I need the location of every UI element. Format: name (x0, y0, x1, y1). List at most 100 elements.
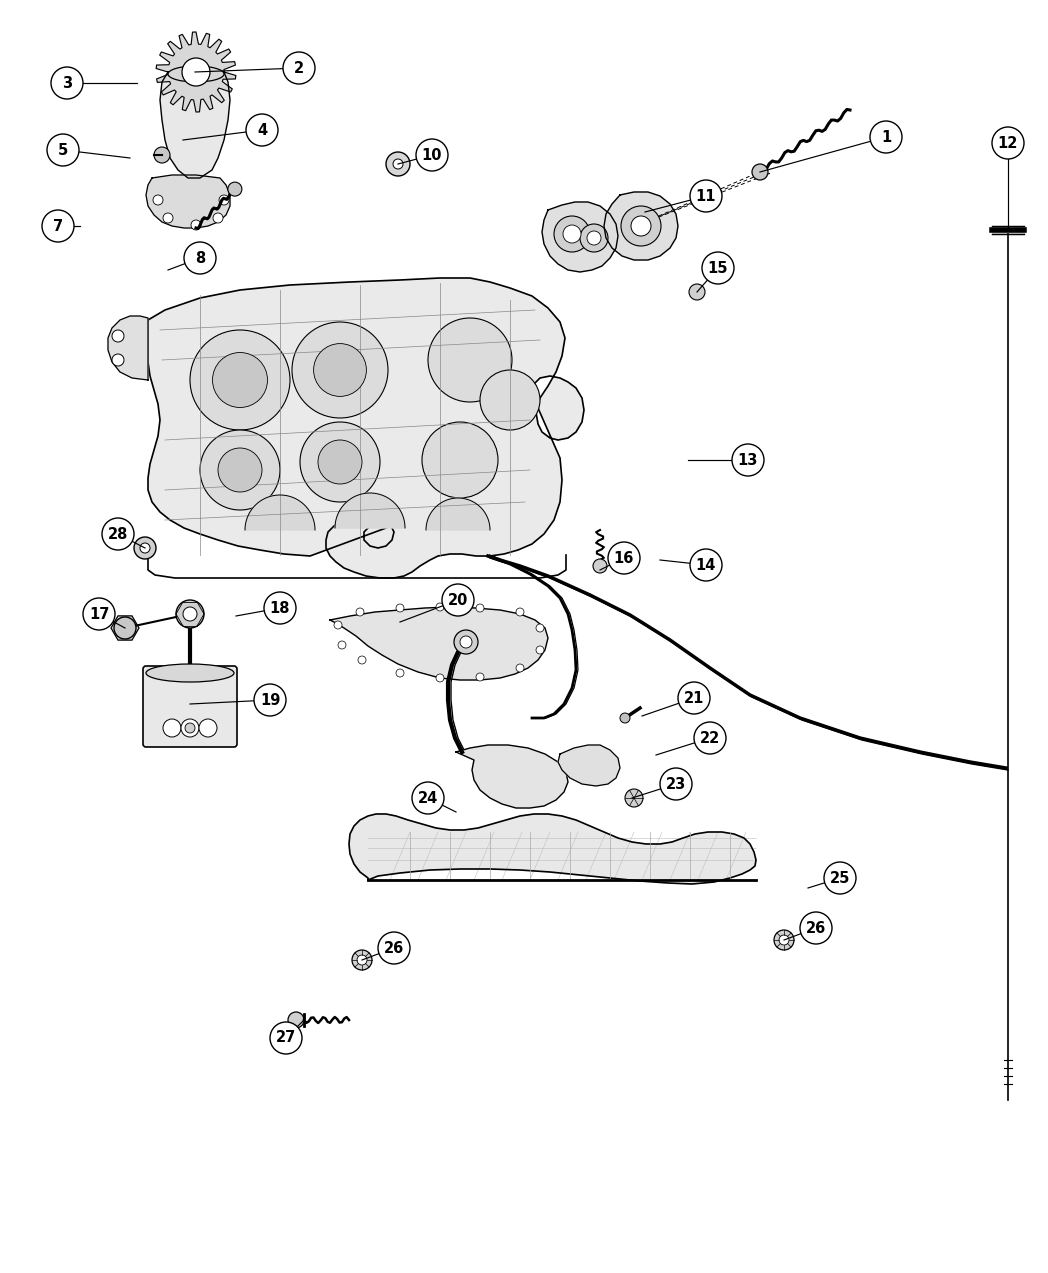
Circle shape (292, 322, 388, 418)
Circle shape (554, 216, 590, 252)
Circle shape (134, 537, 156, 559)
Circle shape (690, 179, 722, 213)
Circle shape (621, 206, 661, 246)
Text: 1: 1 (881, 130, 891, 145)
Circle shape (396, 603, 403, 612)
Ellipse shape (146, 665, 234, 682)
Circle shape (114, 617, 136, 639)
Circle shape (185, 723, 195, 733)
Polygon shape (330, 607, 548, 680)
Circle shape (182, 59, 210, 87)
Text: 26: 26 (806, 920, 826, 936)
Circle shape (608, 542, 640, 574)
Circle shape (416, 139, 447, 171)
Polygon shape (160, 73, 230, 178)
Polygon shape (425, 498, 490, 530)
Polygon shape (542, 202, 618, 272)
Circle shape (436, 603, 444, 611)
Text: 24: 24 (418, 791, 438, 806)
Circle shape (694, 722, 726, 754)
Text: 17: 17 (89, 606, 109, 621)
Polygon shape (604, 192, 678, 260)
Circle shape (213, 353, 267, 407)
Circle shape (476, 673, 484, 681)
Circle shape (631, 216, 651, 236)
Circle shape (480, 370, 540, 430)
Circle shape (396, 670, 403, 677)
Text: 13: 13 (738, 452, 758, 467)
Circle shape (779, 934, 789, 945)
Text: 12: 12 (998, 135, 1019, 150)
Circle shape (660, 768, 692, 799)
Circle shape (352, 950, 372, 970)
Circle shape (318, 440, 362, 484)
Text: 4: 4 (257, 122, 267, 137)
Circle shape (47, 134, 79, 165)
Circle shape (42, 210, 74, 242)
Circle shape (386, 151, 410, 176)
Circle shape (181, 719, 199, 737)
Polygon shape (156, 32, 236, 112)
Circle shape (516, 665, 524, 672)
Circle shape (422, 423, 498, 498)
Circle shape (313, 344, 367, 396)
Circle shape (83, 598, 115, 630)
Circle shape (190, 330, 290, 430)
Circle shape (219, 195, 230, 205)
Text: 15: 15 (707, 261, 728, 275)
Circle shape (246, 115, 278, 146)
Circle shape (442, 584, 474, 616)
Polygon shape (992, 227, 1024, 234)
Text: 28: 28 (108, 527, 128, 541)
Circle shape (184, 242, 216, 274)
Circle shape (593, 559, 607, 573)
Text: 19: 19 (260, 693, 280, 708)
Circle shape (428, 318, 512, 402)
Circle shape (774, 931, 794, 950)
Circle shape (227, 182, 242, 196)
Text: 25: 25 (830, 871, 850, 886)
Circle shape (163, 719, 181, 737)
Circle shape (800, 911, 832, 945)
Text: 11: 11 (696, 188, 716, 204)
Circle shape (356, 608, 364, 616)
Circle shape (393, 159, 403, 169)
Polygon shape (349, 813, 756, 883)
Circle shape (587, 230, 601, 244)
Circle shape (176, 600, 204, 628)
Circle shape (436, 673, 444, 682)
FancyBboxPatch shape (143, 666, 237, 747)
Circle shape (412, 782, 444, 813)
Text: 16: 16 (614, 550, 634, 565)
Text: 23: 23 (665, 777, 686, 792)
Text: 3: 3 (62, 75, 72, 90)
Circle shape (112, 354, 124, 367)
Circle shape (454, 630, 478, 654)
Text: 20: 20 (447, 592, 468, 607)
Circle shape (476, 603, 484, 612)
Circle shape (358, 656, 366, 665)
Text: 27: 27 (276, 1031, 297, 1045)
Circle shape (199, 719, 217, 737)
Circle shape (563, 225, 581, 243)
Circle shape (536, 624, 544, 631)
Polygon shape (335, 493, 405, 528)
Circle shape (283, 52, 315, 84)
Circle shape (191, 220, 201, 230)
Circle shape (378, 932, 410, 964)
Text: 22: 22 (700, 731, 720, 746)
Text: 5: 5 (58, 143, 68, 158)
Circle shape (690, 549, 722, 580)
Circle shape (300, 423, 380, 502)
Circle shape (163, 213, 173, 223)
Circle shape (992, 127, 1024, 159)
Polygon shape (108, 316, 148, 381)
Polygon shape (148, 278, 584, 578)
Text: 8: 8 (195, 251, 205, 266)
Circle shape (140, 544, 150, 552)
Circle shape (213, 213, 223, 223)
Circle shape (334, 621, 342, 629)
Text: 10: 10 (421, 148, 442, 163)
Circle shape (732, 444, 764, 476)
Circle shape (112, 330, 124, 342)
